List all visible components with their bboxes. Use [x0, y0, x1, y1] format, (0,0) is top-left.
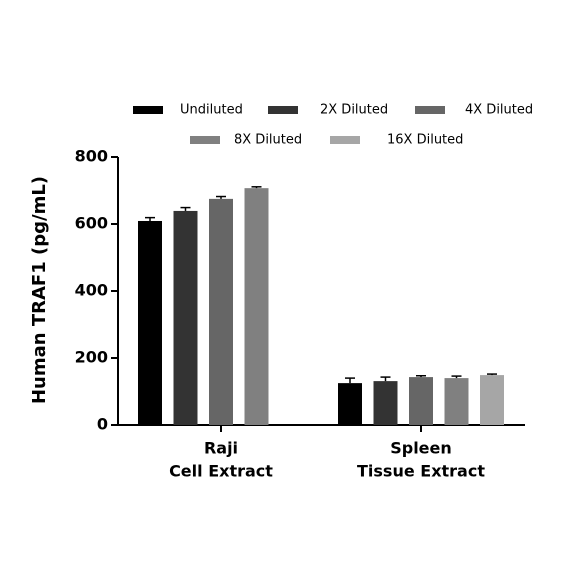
y-tick-label: 800: [75, 147, 108, 166]
legend-label: 8X Diluted: [234, 133, 302, 148]
bar: [173, 210, 198, 425]
legend-swatch: [190, 136, 220, 144]
bar: [138, 220, 162, 425]
bar: [209, 198, 233, 425]
y-tick-label: 0: [97, 415, 108, 434]
y-tick-label: 200: [75, 348, 108, 367]
legend-swatch: [133, 106, 163, 114]
bar: [338, 383, 362, 425]
bar: [444, 378, 469, 425]
bar: [480, 375, 504, 425]
legend-label: 4X Diluted: [465, 103, 533, 118]
legend-label: 16X Diluted: [387, 133, 463, 148]
x-tick-label: Raji: [204, 439, 238, 458]
y-axis-label: Human TRAF1 (pg/mL): [29, 176, 50, 404]
x-tick-label: Spleen: [390, 439, 452, 458]
bar: [244, 188, 269, 425]
legend-swatch: [330, 136, 360, 144]
bar: [373, 381, 398, 425]
x-tick-label: Tissue Extract: [357, 462, 485, 481]
bar: [409, 377, 433, 425]
legend-swatch: [268, 106, 298, 114]
legend-label: Undiluted: [180, 103, 243, 118]
x-tick-label: Cell Extract: [169, 462, 273, 481]
legend-swatch: [415, 106, 445, 114]
y-tick-label: 600: [75, 214, 108, 233]
y-tick-label: 400: [75, 281, 108, 300]
legend-label: 2X Diluted: [320, 103, 388, 118]
